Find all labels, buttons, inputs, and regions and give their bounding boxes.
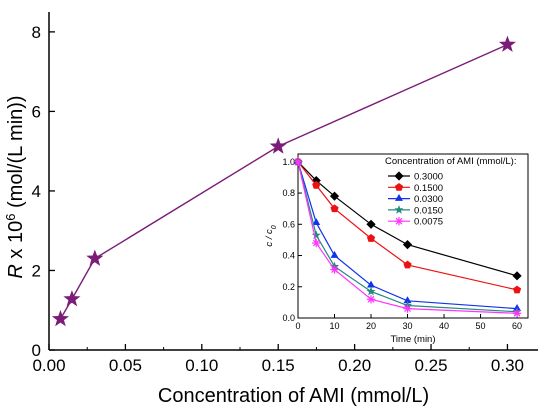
- inset-y-tick-label: 0.2: [282, 282, 295, 292]
- main-data-point: [51, 309, 70, 327]
- legend-entry: 0.3000: [388, 171, 443, 183]
- main-y-axis-title: R x 106 (mol/(L min)): [3, 95, 28, 278]
- inset-series-2: [294, 157, 522, 311]
- inset-data-point: [512, 309, 522, 318]
- inset-series-4: [293, 157, 522, 318]
- legend-marker: [395, 194, 403, 201]
- inset-frame: [297, 153, 529, 319]
- main-y-axis-title-symbol: R: [5, 264, 27, 278]
- legend-label: 0.0300: [414, 194, 443, 205]
- inset-data-point: [330, 265, 339, 274]
- inset-data-point: [311, 230, 321, 240]
- inset-data-point: [312, 238, 321, 248]
- main-y-axis-title-multiplier: x 10: [5, 221, 27, 264]
- legend-marker: [394, 171, 404, 181]
- legend-label: 0.1500: [414, 183, 443, 194]
- inset-x-tick-label: 30: [403, 321, 413, 331]
- inset-data-point: [366, 295, 376, 304]
- legend-marker: [394, 217, 404, 226]
- inset-x-tick-label: 0: [295, 321, 300, 331]
- inset-data-point: [312, 218, 321, 226]
- legend-marker: [394, 183, 404, 191]
- inset-y-tick-label: 1.0: [282, 157, 295, 167]
- main-y-tick-label: 2: [32, 261, 41, 280]
- inset-data-point: [329, 191, 340, 201]
- main-y-tick-label: 4: [32, 182, 41, 201]
- inset-legend-title: Concentration of AMI (mmol/L):: [385, 156, 516, 167]
- inset-data-point: [512, 285, 522, 294]
- main-y-axis-title-unit: (mol/(L min)): [5, 95, 27, 213]
- main-y-axis-title-exponent: 6: [3, 214, 18, 221]
- inset-series-line: [297, 161, 518, 314]
- inset-y-tick-label: 0.0: [282, 313, 295, 323]
- inset-y-tick-label: 0.6: [282, 219, 295, 229]
- inset-series-line: [297, 161, 518, 291]
- legend-label: 0.3000: [414, 172, 443, 183]
- inset-series-line: [297, 161, 518, 313]
- inset-y-axis-title: c / c0: [264, 225, 278, 246]
- main-series: [51, 35, 516, 327]
- main-x-axis-title: Concentration of AMI (mmol/L): [158, 385, 429, 407]
- main-x-tick-label: 0.30: [491, 356, 524, 375]
- inset-x-tick-label: 50: [476, 321, 486, 331]
- inset-data-point: [402, 239, 413, 250]
- legend-entry: 0.0075: [388, 217, 443, 228]
- inset-x-tick-label: 40: [439, 321, 449, 331]
- inset-data-point: [366, 286, 376, 296]
- legend-entry: 0.0300: [388, 194, 443, 205]
- legend-entry: 0.0150: [388, 205, 443, 216]
- inset-data-point: [366, 219, 376, 229]
- inset-data-point: [512, 271, 522, 281]
- main-y-tick-label: 6: [32, 102, 41, 121]
- legend-entry: 0.1500: [388, 183, 443, 194]
- legend-label: 0.0075: [414, 217, 443, 228]
- inset-series: [293, 157, 522, 318]
- inset-data-point: [403, 304, 412, 313]
- inset-x-tick-label: 10: [330, 321, 340, 331]
- inset-y-tick-label: 0.8: [282, 188, 295, 198]
- inset-x-axis-title: Time (min): [390, 334, 435, 345]
- inset-data-point: [367, 280, 375, 288]
- inset-series-line: [297, 161, 518, 310]
- main-data-point: [86, 249, 104, 266]
- inset-y-tick-label: 0.4: [282, 251, 295, 261]
- main-x-tick-label: 0.15: [262, 356, 295, 375]
- main-x-tick-label: 0.10: [185, 356, 218, 375]
- main-data-point: [63, 290, 81, 307]
- legend-marker: [394, 205, 404, 214]
- inset-data-point: [312, 180, 321, 189]
- inset-chart: 0 10 20 30 40 50 60 0.0 0.2 0.4 0.6 0.8 1.0 Time (mi…: [264, 153, 529, 345]
- inset-y-axis-title-main: c / c: [264, 229, 275, 247]
- main-y-tick-label: 8: [32, 23, 41, 42]
- inset-y-axis-title-sub: 0: [271, 225, 278, 229]
- inset-ticks: 0 10 20 30 40 50 60 0.0 0.2 0.4 0.6 0.8 1.0: [282, 157, 522, 331]
- inset-x-tick-label: 60: [512, 321, 522, 331]
- inset-x-tick-label: 20: [366, 321, 376, 331]
- inset-data-point: [403, 260, 412, 269]
- inset-data-point: [330, 204, 339, 213]
- main-data-point: [269, 137, 287, 154]
- main-y-tick-label: 0: [32, 341, 41, 360]
- main-x-tick-label: 0.25: [414, 356, 447, 375]
- inset-data-point: [403, 296, 412, 304]
- inset-series-line: [297, 161, 518, 277]
- main-x-tick-label: 0.20: [338, 356, 371, 375]
- main-x-tick-label: 0.05: [109, 356, 142, 375]
- inset-data-point: [330, 250, 339, 258]
- main-x-tick-label: 0.00: [32, 356, 65, 375]
- inset-data-point: [293, 157, 303, 167]
- inset-legend: Concentration of AMI (mmol/L): 0.30000.1…: [385, 156, 516, 228]
- inset-data-point: [366, 234, 376, 242]
- legend-label: 0.0150: [414, 205, 443, 216]
- main-data-point: [498, 35, 516, 52]
